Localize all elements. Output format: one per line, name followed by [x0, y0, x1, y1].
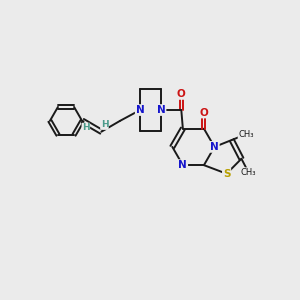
Text: H: H	[100, 120, 108, 129]
Text: CH₃: CH₃	[241, 168, 256, 177]
Text: H: H	[82, 123, 90, 132]
Text: N: N	[157, 105, 166, 115]
Text: N: N	[136, 105, 145, 115]
Text: O: O	[177, 89, 186, 99]
Text: CH₃: CH₃	[238, 130, 254, 139]
Text: O: O	[200, 107, 208, 118]
Text: S: S	[223, 169, 230, 179]
Text: N: N	[178, 160, 187, 170]
Text: N: N	[210, 142, 219, 152]
